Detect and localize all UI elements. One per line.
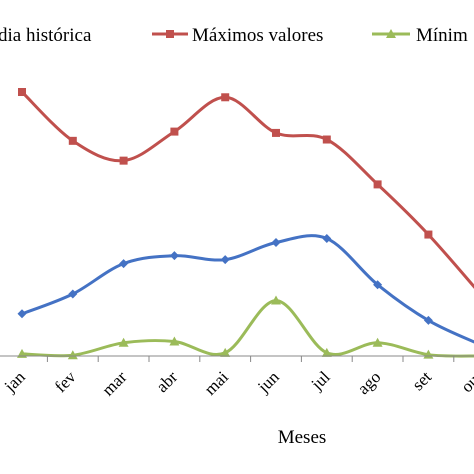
series-2-point bbox=[322, 135, 331, 144]
series-3-point bbox=[118, 337, 129, 347]
series-3-point bbox=[271, 295, 281, 305]
x-tick-label: ago bbox=[354, 367, 385, 398]
series-1-point bbox=[220, 255, 230, 265]
series-1-point bbox=[373, 280, 383, 290]
series-layer bbox=[17, 88, 474, 360]
x-tick-label: mai bbox=[201, 367, 233, 399]
series-1-point bbox=[17, 309, 27, 319]
legend-swatch-marker bbox=[166, 30, 174, 38]
series-2-point bbox=[170, 127, 179, 136]
legend-item-3: Mínim bbox=[372, 25, 468, 46]
legend: dia histórica Máximos valores Mínim bbox=[0, 25, 468, 46]
series-3-point bbox=[67, 350, 78, 360]
legend-swatch-marker bbox=[386, 29, 396, 38]
series-2-point bbox=[272, 128, 280, 137]
series-3-point bbox=[169, 336, 180, 346]
series-1-point bbox=[322, 234, 332, 244]
legend-label: Máximos valores bbox=[192, 25, 323, 46]
legend-item-1: dia histórica bbox=[0, 25, 92, 46]
series-1-point bbox=[68, 289, 78, 299]
series-3-point bbox=[321, 347, 332, 357]
series-1-point bbox=[169, 251, 179, 261]
series-2-point bbox=[18, 88, 26, 96]
series-1-line bbox=[20, 234, 474, 344]
series-1-point bbox=[271, 237, 281, 247]
x-tick-label: set bbox=[408, 367, 435, 394]
series-3-line bbox=[20, 299, 474, 358]
x-tick-label: jan bbox=[0, 367, 29, 396]
series-2-point bbox=[119, 156, 128, 165]
x-tick-label: out bbox=[457, 367, 474, 396]
series-1-point bbox=[119, 259, 129, 269]
legend-item-2: Máximos valores bbox=[152, 25, 323, 46]
series-2-point bbox=[424, 230, 433, 239]
x-tick-label: jul bbox=[307, 367, 334, 394]
series-2-point bbox=[68, 136, 77, 145]
series-2-point bbox=[373, 180, 382, 189]
series-2-line bbox=[20, 90, 474, 289]
x-tick-label: jun bbox=[253, 367, 283, 397]
x-tick-label: mar bbox=[98, 367, 130, 399]
series-3-point bbox=[372, 337, 383, 347]
series-2-point bbox=[221, 93, 230, 102]
x-axis-label: Meses bbox=[278, 427, 327, 448]
x-tick-labels: jan fev mar abr mai jun jul ago set out bbox=[0, 367, 474, 399]
series-2 bbox=[18, 88, 474, 289]
series-1 bbox=[17, 234, 474, 344]
legend-label: Mínim bbox=[416, 25, 468, 46]
series-3-point bbox=[220, 347, 231, 357]
legend-label: dia histórica bbox=[0, 25, 92, 46]
x-tick-marks bbox=[46, 356, 455, 362]
x-tick-label: fev bbox=[51, 367, 80, 396]
series-1-point bbox=[423, 315, 433, 325]
x-tick-label: abr bbox=[152, 367, 181, 396]
